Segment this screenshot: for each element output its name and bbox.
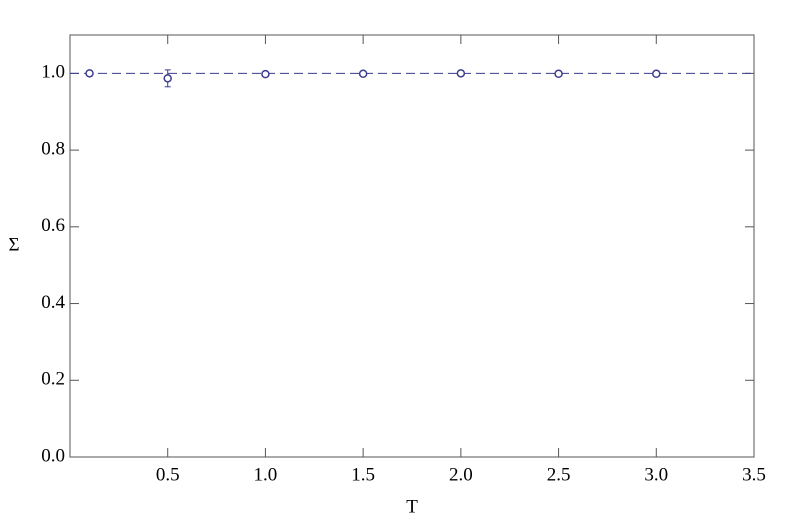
plot-frame bbox=[69, 34, 755, 458]
point bbox=[163, 74, 172, 83]
x-axis-label: T bbox=[406, 496, 418, 517]
x-tick-label: 3.0 bbox=[644, 464, 668, 485]
y-tick-label: 0.6 bbox=[41, 215, 65, 236]
x-tick-label: 2.0 bbox=[449, 464, 473, 485]
y-axis-label: Σ bbox=[8, 234, 19, 255]
x-tick-label: 0.5 bbox=[156, 464, 180, 485]
x-tick-label: 3.5 bbox=[742, 464, 766, 485]
y-tick-label: 0.2 bbox=[41, 369, 65, 390]
point bbox=[358, 69, 368, 78]
point bbox=[652, 69, 661, 78]
y-tick-label: 0.0 bbox=[41, 445, 65, 466]
y-tick-label: 1.0 bbox=[41, 62, 65, 83]
point bbox=[456, 69, 466, 78]
y-tick-label: 0.8 bbox=[41, 138, 65, 159]
x-tick-label: 1.0 bbox=[254, 464, 278, 485]
x-tick-label: 2.5 bbox=[547, 464, 571, 485]
point bbox=[554, 69, 563, 78]
point bbox=[261, 69, 270, 79]
point bbox=[85, 69, 94, 78]
x-tick-label: 1.5 bbox=[351, 464, 375, 485]
y-tick-label: 0.4 bbox=[41, 292, 65, 313]
